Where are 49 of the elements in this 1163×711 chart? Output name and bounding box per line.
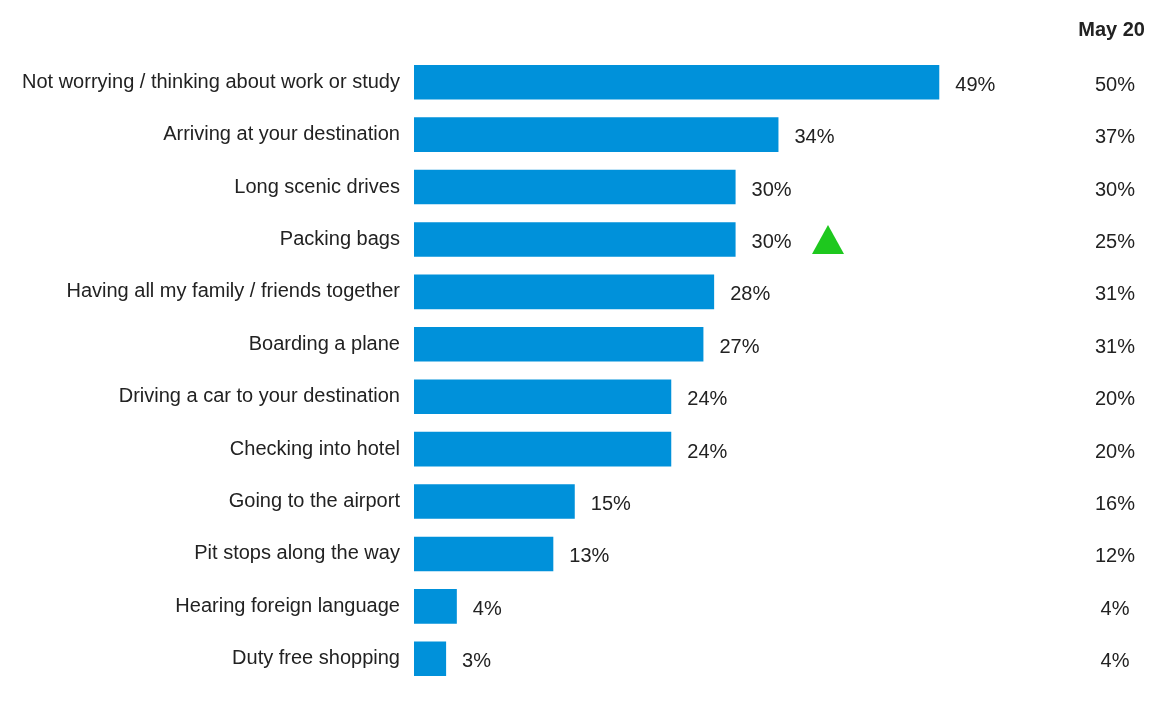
data-label: 34% (794, 125, 835, 148)
bar (413, 379, 672, 415)
y-tick-label: Having all my family / friends together (66, 279, 401, 302)
data-label: 13% (569, 544, 610, 567)
bar (413, 64, 940, 100)
bar (413, 589, 457, 624)
y-tick-label: Hearing foreign language (175, 593, 400, 616)
text: May 20 (1078, 17, 1145, 40)
data-label: 28% (730, 282, 771, 305)
text: 20% (1094, 387, 1136, 410)
text: 16% (1094, 492, 1136, 515)
y-tick-label: Driving a car to your destination (118, 384, 400, 407)
y-tick-label: Checking into hotel (229, 436, 400, 459)
data-label: 3% (462, 649, 492, 672)
text: 12% (1094, 544, 1136, 567)
bar (413, 641, 447, 677)
y-tick-label: Boarding a plane (248, 331, 400, 354)
data-label: 24% (687, 387, 728, 410)
bar (413, 117, 779, 152)
y-tick-label: Long scenic drives (234, 174, 400, 197)
text: 31% (1094, 282, 1136, 305)
text: 4% (1100, 649, 1130, 672)
bar (413, 431, 672, 467)
y-tick-label: Going to the airport (228, 489, 401, 512)
text: 30% (1094, 177, 1136, 200)
y-tick-label: Packing bags (279, 226, 400, 249)
text: 37% (1094, 125, 1136, 148)
y-tick-label: Pit stops along the way (194, 541, 400, 564)
text: 25% (1094, 229, 1136, 252)
text: 20% (1094, 439, 1136, 462)
data-label: 24% (687, 439, 728, 462)
text: 50% (1094, 72, 1136, 95)
bar (413, 536, 554, 572)
bar (413, 484, 575, 519)
bar (413, 274, 715, 310)
data-label: 27% (719, 334, 760, 357)
y-tick-label: Not worrying / thinking about work or study (22, 69, 400, 92)
data-label: 30% (751, 177, 792, 200)
y-tick-label: Arriving at your destination (163, 122, 400, 145)
data-label: 15% (590, 492, 632, 515)
bar (413, 326, 704, 362)
text: 4% (1100, 596, 1130, 619)
data-label: 4% (472, 596, 502, 619)
text: 31% (1094, 334, 1136, 357)
bar (413, 222, 736, 257)
data-label: 30% (751, 229, 792, 252)
bar (413, 169, 736, 205)
data-label: 49% (955, 72, 996, 95)
y-tick-label: Duty free shopping (232, 646, 400, 669)
